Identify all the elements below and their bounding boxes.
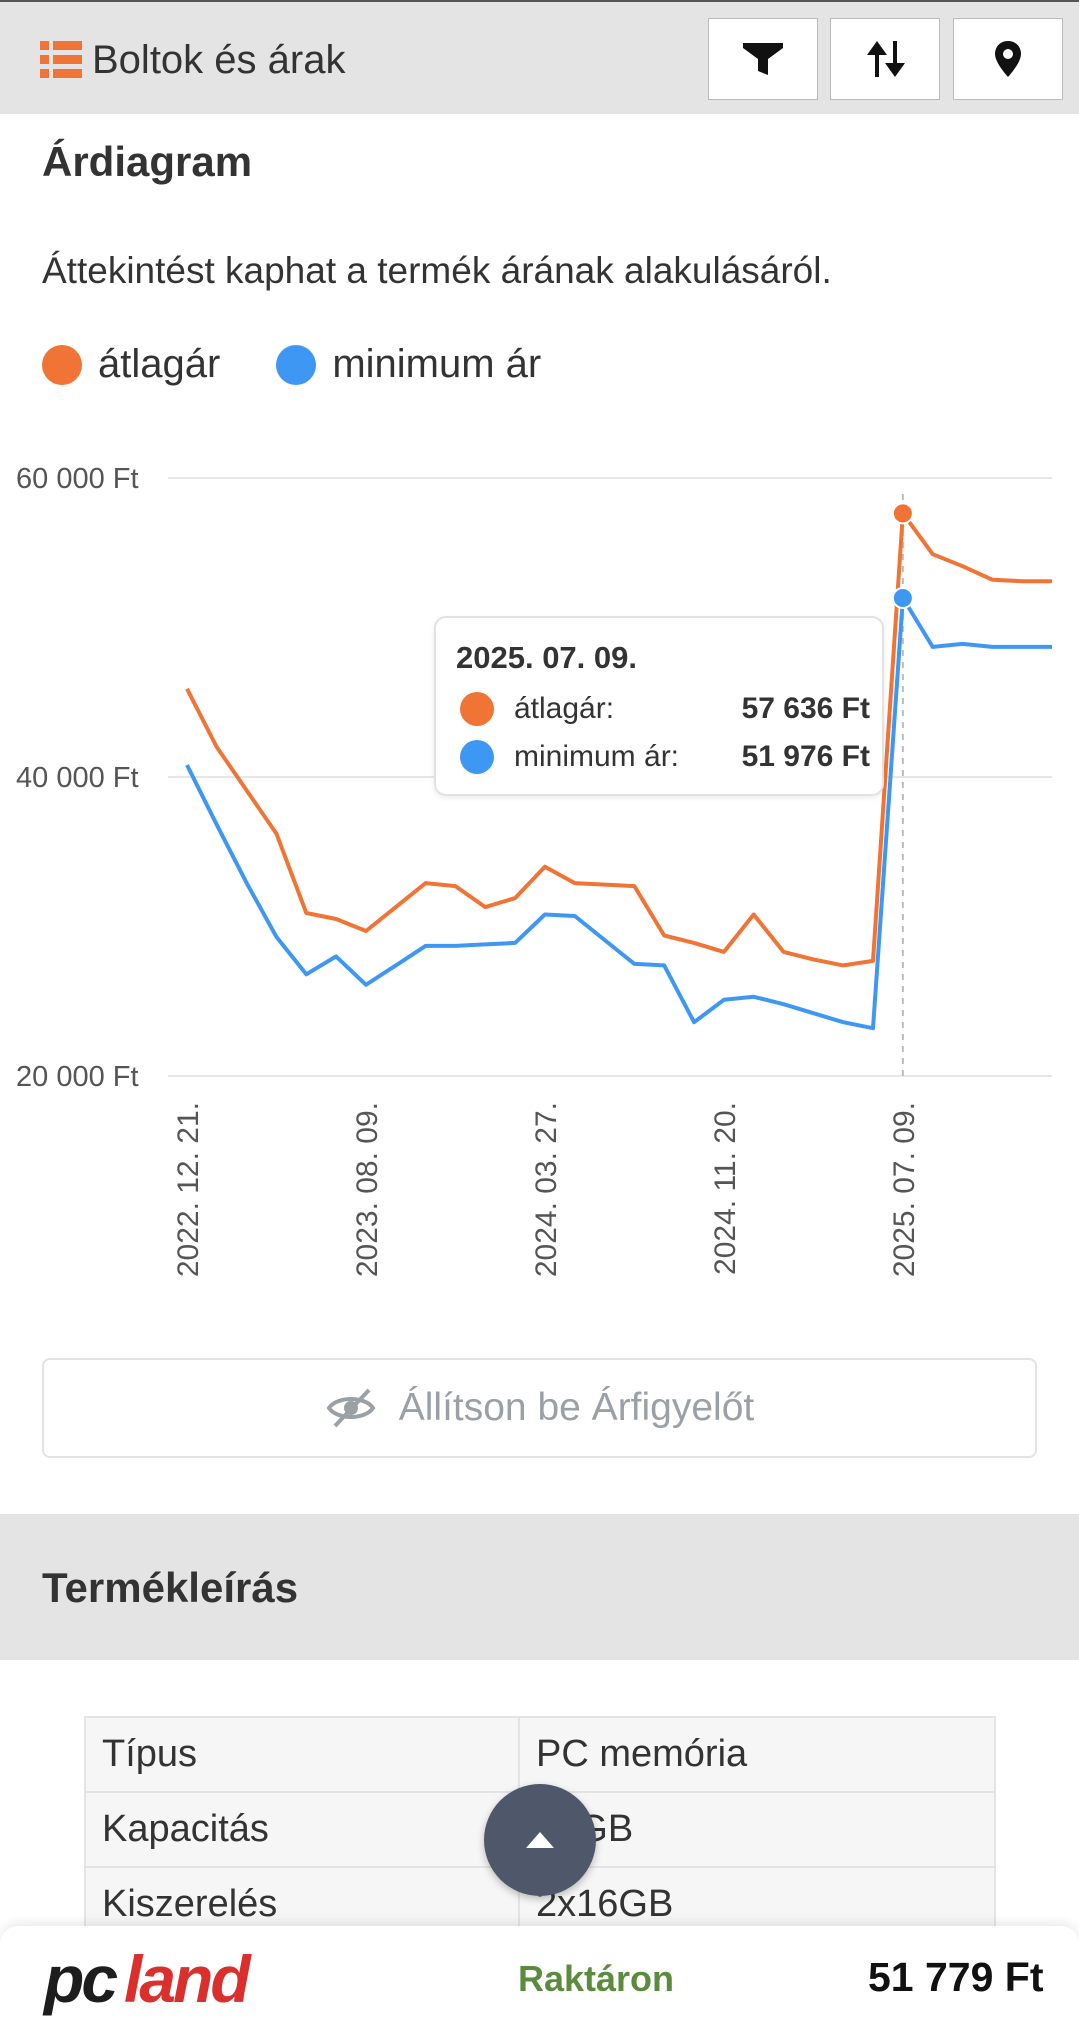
- top-bar: Boltok és árak: [0, 0, 1079, 114]
- scroll-to-top-button[interactable]: [484, 1784, 596, 1896]
- description-header: Termékleírás: [0, 1514, 1079, 1660]
- x-tick-label: 2025. 07. 09.: [888, 1102, 921, 1277]
- price-watch-button[interactable]: Állítson be Árfigyelőt: [42, 1358, 1037, 1458]
- bottom-bar: pc land Raktáron 51 779 Ft: [0, 1926, 1079, 2026]
- highlight-point-average: [893, 503, 913, 523]
- y-axis-ticks: 60 000 Ft 40 000 Ft 20 000 Ft: [16, 463, 139, 1093]
- tooltip-label-average: átlagár:: [514, 692, 742, 726]
- y-tick-label: 40 000 Ft: [16, 762, 139, 794]
- tooltip-row-average: átlagár: 57 636 Ft: [460, 692, 870, 726]
- tooltip-dot-minimum: [460, 740, 494, 774]
- sort-icon: [863, 37, 907, 81]
- filter-icon: [741, 37, 785, 81]
- y-tick-label: 20 000 Ft: [16, 1061, 139, 1093]
- svg-text:pc: pc: [42, 1944, 117, 2016]
- chart-legend: átlagár minimum ár: [42, 342, 597, 387]
- bottom-price: 51 779 Ft: [868, 1954, 1044, 2001]
- spec-key: Típus: [85, 1717, 519, 1792]
- legend-dot-average: [42, 345, 82, 385]
- x-tick-label: 2024. 03. 27.: [530, 1102, 563, 1277]
- tooltip-value-average: 57 636 Ft: [742, 692, 870, 726]
- price-chart-title: Árdiagram: [42, 138, 252, 186]
- tooltip-date: 2025. 07. 09.: [456, 640, 637, 676]
- location-pin-icon: [986, 37, 1030, 81]
- pcland-logo[interactable]: pc land: [40, 1944, 300, 2024]
- location-button[interactable]: [953, 18, 1063, 100]
- sort-button[interactable]: [830, 18, 940, 100]
- header-title: Boltok és árak: [92, 38, 345, 83]
- legend-label-minimum: minimum ár: [332, 342, 541, 387]
- price-line-chart[interactable]: 60 000 Ft 40 000 Ft 20 000 Ft 2022. 12. 21…: [0, 440, 1079, 1320]
- x-tick-label: 2022. 12. 21.: [172, 1102, 205, 1277]
- price-chart-subtitle: Áttekintést kaphat a termék árának alaku…: [42, 250, 832, 292]
- x-tick-label: 2023. 08. 09.: [351, 1102, 384, 1277]
- price-chart-svg: 60 000 Ft 40 000 Ft 20 000 Ft 2022. 12. 21…: [0, 440, 1079, 1320]
- tooltip-label-minimum: minimum ár:: [514, 740, 742, 774]
- tooltip-value-minimum: 51 976 Ft: [742, 740, 870, 774]
- legend-dot-minimum: [276, 345, 316, 385]
- legend-item-average[interactable]: átlagár: [42, 342, 220, 387]
- price-watch-eye-icon: [325, 1382, 377, 1434]
- stock-status: Raktáron: [518, 1958, 674, 2000]
- legend-item-minimum[interactable]: minimum ár: [276, 342, 541, 387]
- shops-and-prices-tab[interactable]: Boltok és árak: [40, 36, 345, 84]
- chart-tooltip: 2025. 07. 09. átlagár: 57 636 Ft minimum…: [434, 616, 884, 796]
- legend-label-average: átlagár: [98, 342, 220, 387]
- highlight-point-minimum: [893, 588, 913, 608]
- price-watch-label: Állítson be Árfigyelőt: [399, 1386, 755, 1430]
- tooltip-row-minimum: minimum ár: 51 976 Ft: [460, 740, 870, 774]
- description-title: Termékleírás: [42, 1564, 298, 1612]
- list-icon: [40, 39, 82, 81]
- y-tick-label: 60 000 Ft: [16, 463, 139, 495]
- table-row: Típus PC memória: [85, 1717, 995, 1792]
- arrow-up-icon: [520, 1820, 560, 1860]
- spec-key: Kapacitás: [85, 1792, 519, 1867]
- svg-text:land: land: [124, 1944, 252, 2016]
- tooltip-dot-average: [460, 692, 494, 726]
- filter-button[interactable]: [708, 18, 818, 100]
- x-tick-label: 2024. 11. 20.: [709, 1102, 742, 1275]
- x-axis-ticks: 2022. 12. 21. 2023. 08. 09. 2024. 03. 27. 2…: [172, 1102, 921, 1277]
- spec-value: PC memória: [519, 1717, 995, 1792]
